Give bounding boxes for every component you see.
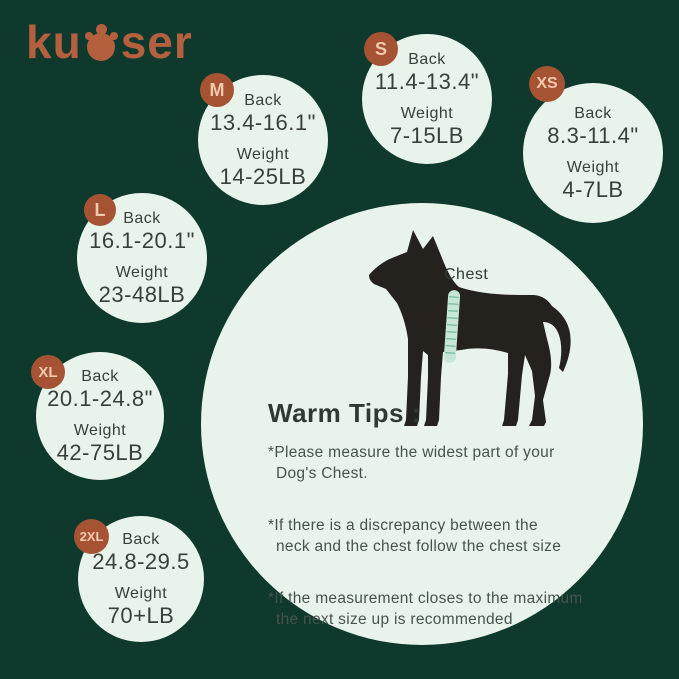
back-range: 24.8-29.5 bbox=[92, 548, 190, 574]
weight-label: Weight bbox=[115, 263, 169, 281]
tip-line: *If there is a discrepancy between the bbox=[268, 517, 538, 534]
tip-line: neck and the chest follow the chest size bbox=[276, 538, 562, 555]
back-label: Back bbox=[574, 104, 612, 122]
weight-label: Weight bbox=[73, 421, 127, 439]
chest-label: Chest bbox=[444, 266, 489, 283]
back-label: Back bbox=[81, 367, 119, 385]
logo-text-prefix: ku bbox=[26, 16, 82, 68]
logo-text-suffix: ser bbox=[120, 16, 193, 68]
size-badge-l: L bbox=[84, 194, 116, 226]
back-range: 8.3-11.4" bbox=[547, 122, 639, 148]
weight-label: Weight bbox=[114, 584, 168, 602]
weight-label: Weight bbox=[236, 145, 290, 163]
weight-range: 7-15LB bbox=[390, 122, 464, 148]
size-badge-m: M bbox=[200, 73, 234, 107]
tip-item: *If the measurement closes to the maximu… bbox=[268, 588, 583, 630]
back-range: 13.4-16.1" bbox=[210, 109, 316, 135]
back-range: 20.1-24.8" bbox=[47, 385, 153, 411]
dog-silhouette-illustration bbox=[369, 230, 571, 426]
weight-range: 42-75LB bbox=[56, 439, 144, 465]
tip-line: the next size up is recommended bbox=[276, 611, 513, 628]
weight-range: 4-7LB bbox=[562, 176, 624, 202]
size-badge-xl: XL bbox=[31, 355, 65, 389]
back-label: Back bbox=[408, 50, 446, 68]
weight-label: Weight bbox=[400, 104, 454, 122]
size-circle-xs: Back 8.3-11.4" Weight 4-7LB bbox=[523, 83, 663, 223]
size-circle-s: Back 11.4-13.4" Weight 7-15LB bbox=[362, 34, 492, 164]
weight-label: Weight bbox=[566, 158, 620, 176]
size-badge-xs: XS bbox=[529, 66, 565, 102]
tip-line: *If the measurement closes to the maximu… bbox=[268, 590, 583, 607]
weight-range: 70+LB bbox=[107, 602, 175, 628]
size-badge-2xl: 2XL bbox=[74, 519, 109, 554]
warm-tips-section: Warm Tips : *Please measure the widest p… bbox=[268, 398, 583, 642]
back-range: 16.1-20.1" bbox=[89, 227, 195, 253]
size-badge-s: S bbox=[364, 32, 398, 66]
tip-line: Dog's Chest. bbox=[276, 465, 368, 482]
weight-range: 14-25LB bbox=[219, 163, 307, 189]
tip-line: *Please measure the widest part of your bbox=[268, 444, 555, 461]
back-label: Back bbox=[122, 530, 160, 548]
brand-logo: ku ser bbox=[26, 14, 193, 70]
tip-item: *If there is a discrepancy between the n… bbox=[268, 515, 583, 557]
paw-o-icon bbox=[84, 23, 119, 70]
back-range: 11.4-13.4" bbox=[374, 68, 480, 94]
weight-range: 23-48LB bbox=[98, 281, 186, 307]
back-label: Back bbox=[244, 91, 282, 109]
back-label: Back bbox=[123, 209, 161, 227]
chest-tape-band bbox=[443, 290, 461, 363]
tip-item: *Please measure the widest part of your … bbox=[268, 442, 583, 484]
warm-tips-title: Warm Tips : bbox=[268, 398, 421, 428]
